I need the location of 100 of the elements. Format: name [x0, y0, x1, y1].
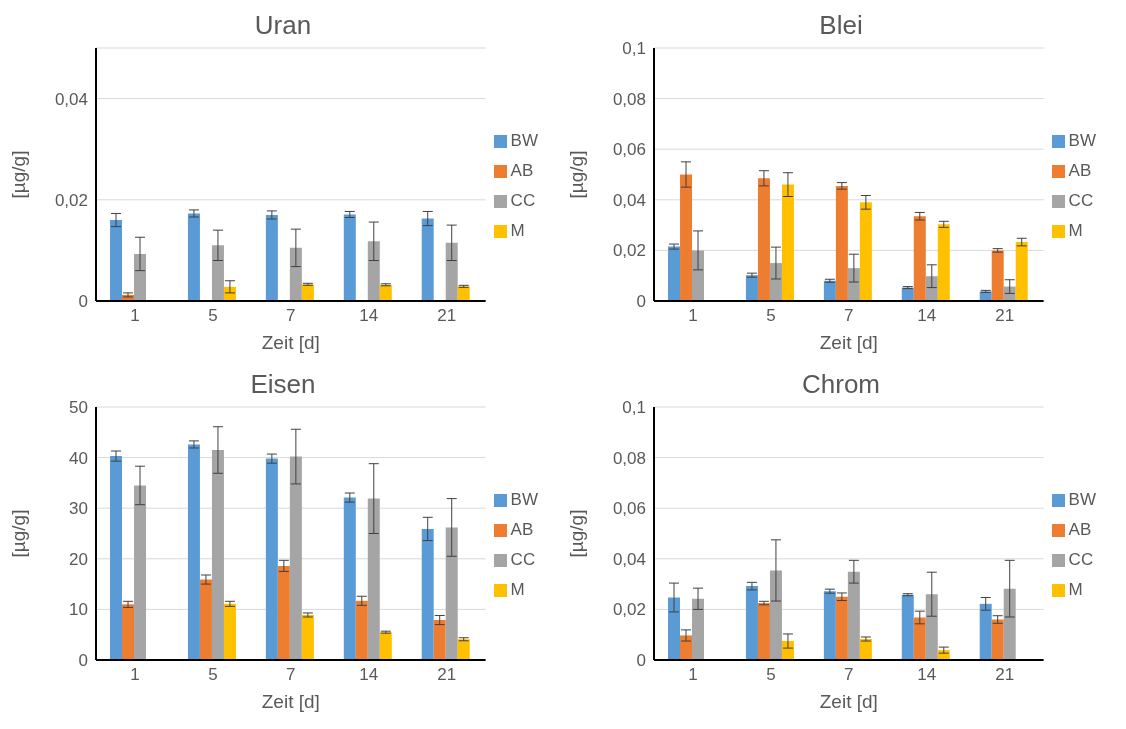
bar — [925, 276, 938, 301]
x-tick-label: 1 — [130, 306, 140, 326]
bar — [668, 246, 681, 301]
bar — [847, 571, 860, 660]
y-tick-label: 0,02 — [612, 241, 646, 261]
y-tick-label: 0,04 — [612, 549, 646, 569]
x-tick-label: 7 — [286, 665, 296, 685]
bar — [979, 603, 992, 660]
chart-title: Uran — [254, 10, 312, 40]
legend-label: BW — [510, 130, 538, 150]
bar — [187, 444, 200, 660]
bar — [680, 635, 693, 660]
bar — [445, 527, 458, 660]
x-axis-title: Zeit [d] — [819, 332, 878, 353]
bar — [134, 485, 147, 660]
x-axis-title: Zeit [d] — [261, 332, 320, 353]
bar — [110, 456, 123, 660]
bar — [433, 620, 446, 660]
bar — [187, 213, 200, 301]
y-tick-label: 0 — [78, 292, 88, 312]
y-tick-label: 0,06 — [612, 140, 646, 160]
x-axis-title: Zeit [d] — [261, 691, 320, 712]
bar — [757, 603, 770, 660]
bar — [199, 579, 212, 660]
bar — [367, 498, 380, 660]
y-tick-label: 10 — [69, 600, 88, 620]
y-tick-label: 40 — [69, 448, 88, 468]
x-tick-label: 5 — [208, 665, 218, 685]
bar — [913, 617, 926, 660]
legend-label: CC — [510, 549, 536, 569]
y-tick-label: 0,06 — [612, 499, 646, 519]
legend-label: AB — [1068, 519, 1092, 539]
bar — [745, 275, 758, 301]
bar — [289, 247, 302, 301]
y-tick-label: 20 — [69, 549, 88, 569]
bar — [211, 245, 224, 301]
bar — [457, 286, 470, 301]
y-tick-label: 0,02 — [612, 600, 646, 620]
bar — [757, 178, 770, 301]
bar — [1015, 242, 1028, 301]
bar — [937, 224, 950, 301]
legend-label: BW — [510, 489, 538, 509]
bar — [859, 202, 872, 301]
legend-label: M — [510, 579, 525, 599]
y-tick-label: 0,04 — [54, 89, 88, 109]
bar — [367, 241, 380, 301]
x-tick-label: 14 — [917, 665, 937, 685]
bar — [211, 450, 224, 660]
legend-label: M — [1068, 579, 1083, 599]
bar — [680, 174, 693, 301]
bar — [343, 497, 356, 660]
bar — [925, 594, 938, 660]
x-tick-label: 21 — [437, 306, 457, 326]
y-tick-label: 50 — [69, 398, 88, 418]
legend-label: AB — [1068, 160, 1092, 180]
legend-label: M — [1068, 220, 1083, 240]
y-tick-label: 30 — [69, 499, 88, 519]
bar — [859, 639, 872, 660]
legend-label: BW — [1068, 489, 1096, 509]
bar — [343, 214, 356, 301]
bar — [745, 586, 758, 660]
bar — [301, 614, 314, 660]
bar — [457, 639, 470, 660]
x-tick-label: 5 — [208, 306, 218, 326]
bar — [134, 253, 147, 301]
bar — [835, 185, 848, 301]
bar — [265, 214, 278, 301]
x-tick-label: 14 — [359, 665, 379, 685]
bar — [265, 458, 278, 660]
bar — [668, 597, 681, 660]
x-tick-label: 7 — [844, 665, 854, 685]
x-axis-title: Zeit [d] — [819, 691, 878, 712]
y-tick-label: 0,08 — [612, 448, 646, 468]
bar — [421, 218, 434, 301]
x-tick-label: 7 — [844, 306, 854, 326]
legend-label: M — [510, 220, 525, 240]
bar — [913, 216, 926, 301]
legend-label: AB — [510, 519, 534, 539]
bar — [110, 220, 123, 301]
legend-label: AB — [510, 160, 534, 180]
legend-label: CC — [1068, 549, 1094, 569]
legend-label: BW — [1068, 130, 1096, 150]
y-axis-title: [µg/g] — [565, 509, 587, 558]
bar — [379, 632, 392, 660]
bar — [991, 250, 1004, 301]
x-tick-label: 14 — [917, 306, 937, 326]
x-tick-label: 7 — [286, 306, 296, 326]
y-tick-label: 0,1 — [622, 39, 646, 59]
y-tick-label: 0 — [78, 651, 88, 671]
bar — [421, 528, 434, 660]
bar — [901, 594, 914, 660]
bar — [122, 604, 135, 660]
bar — [692, 598, 705, 660]
x-tick-label: 5 — [766, 306, 776, 326]
chart-title: Blei — [819, 10, 863, 40]
bar — [991, 619, 1004, 660]
y-tick-label: 0,04 — [612, 190, 646, 210]
y-tick-label: 0 — [636, 651, 646, 671]
bar — [835, 596, 848, 660]
bar — [692, 250, 705, 301]
